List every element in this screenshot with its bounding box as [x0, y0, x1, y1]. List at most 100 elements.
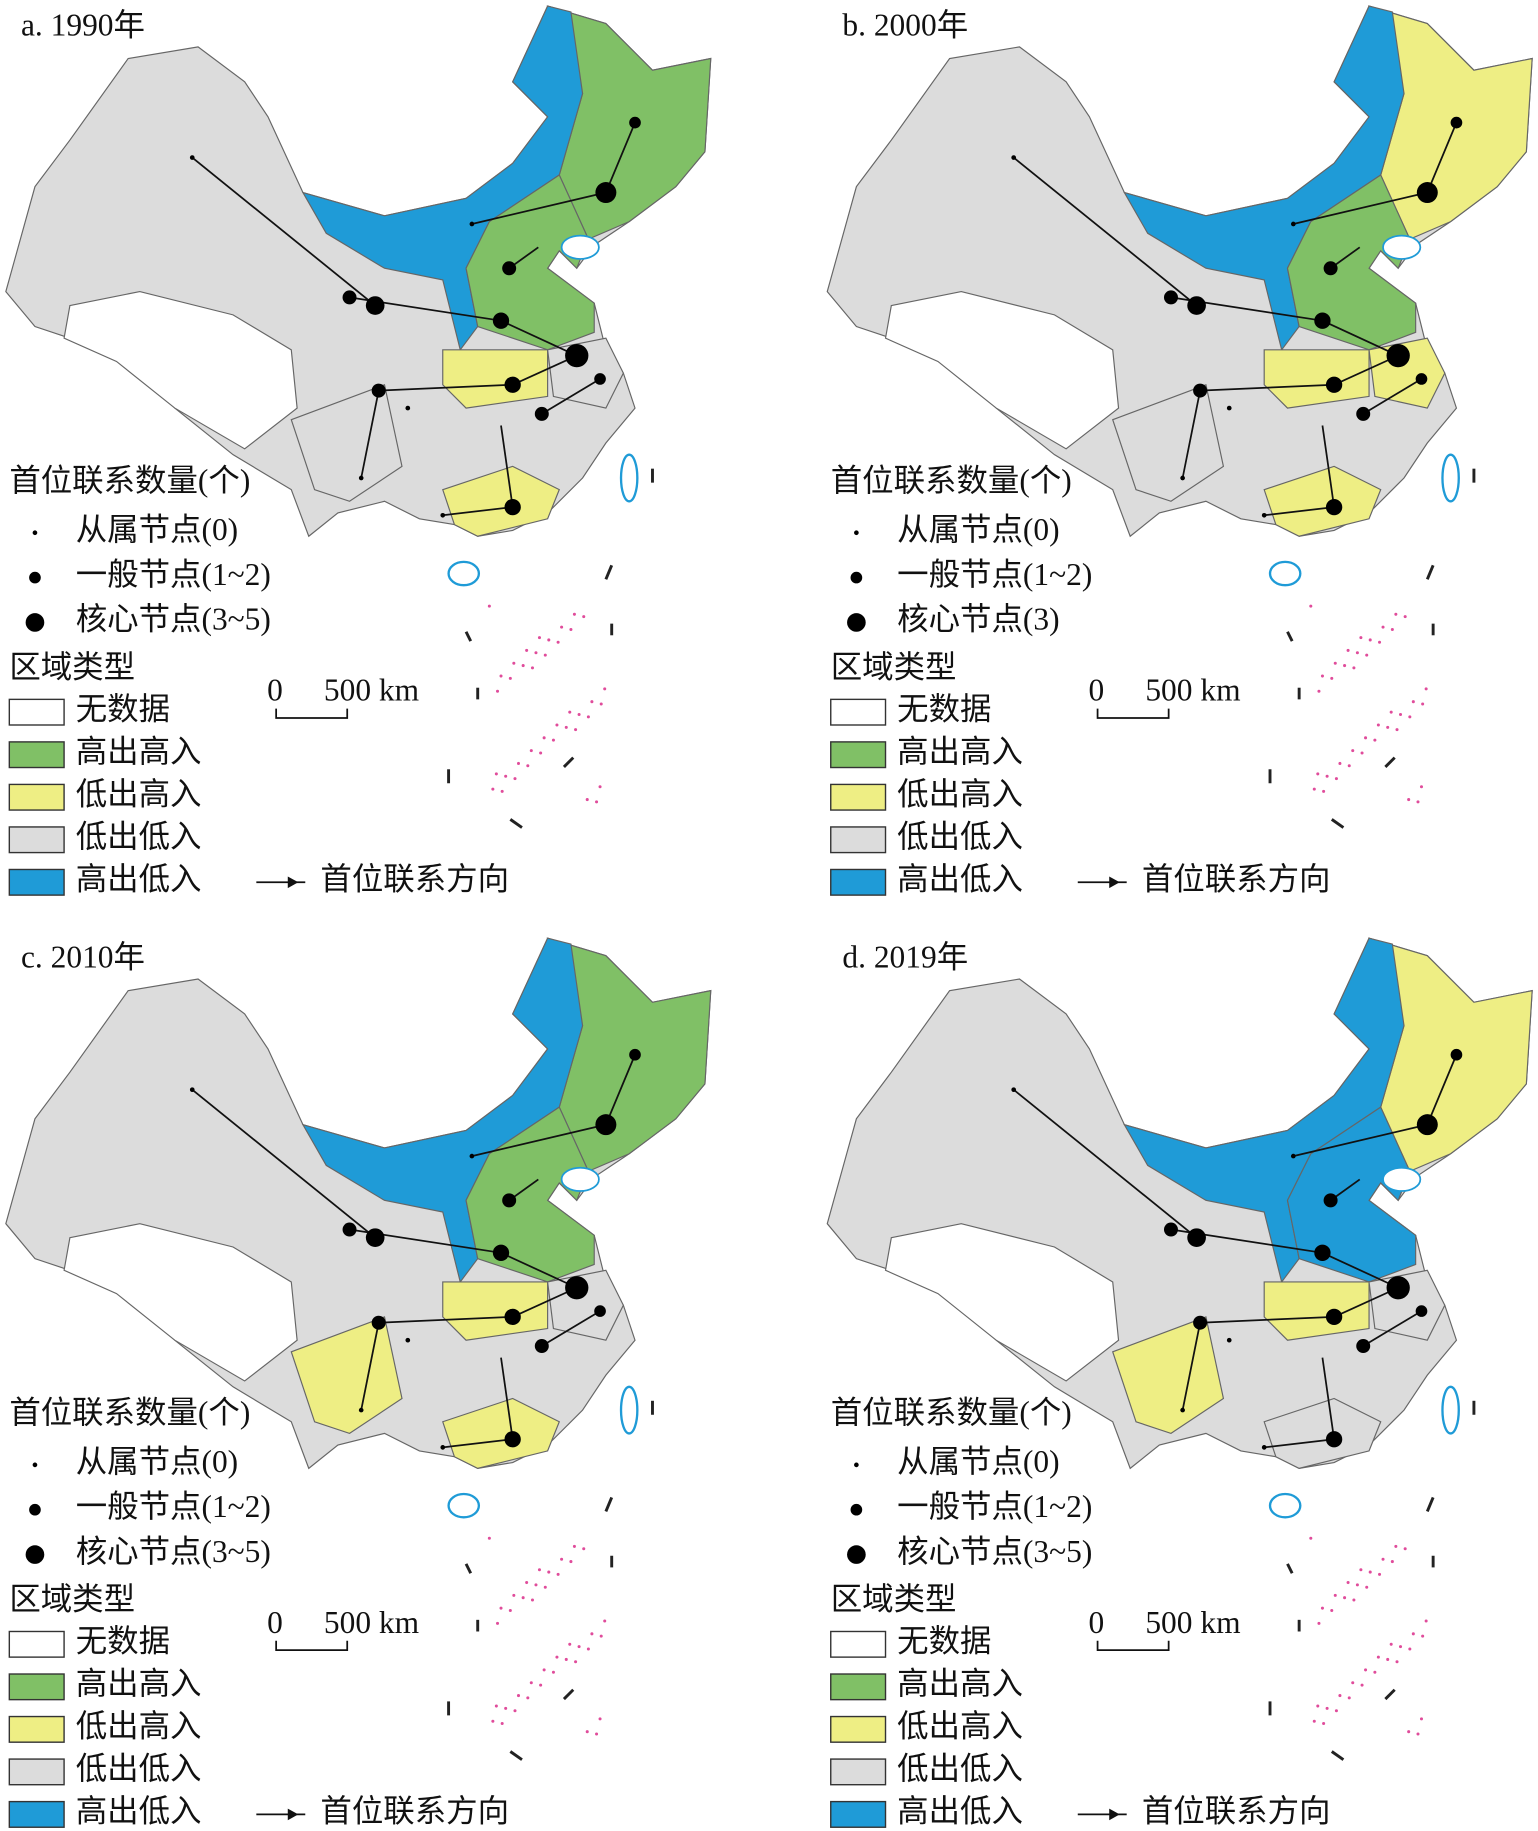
island	[1395, 1660, 1399, 1664]
island	[1365, 1585, 1369, 1589]
sea-boundary	[1286, 1563, 1294, 1574]
island	[1398, 1645, 1403, 1649]
island	[1403, 1547, 1407, 1551]
node	[1314, 312, 1331, 329]
link	[605, 1054, 636, 1125]
legend-swatch	[830, 826, 887, 854]
island	[569, 1560, 573, 1564]
legend-region-label: 低出低入	[76, 1751, 202, 1786]
legend-node-label: 从属节点(0)	[76, 1444, 238, 1479]
region	[1263, 1397, 1382, 1469]
island	[1389, 1642, 1393, 1646]
legend-swatch	[8, 826, 65, 854]
node	[1325, 498, 1343, 516]
region	[884, 290, 1120, 450]
island	[1376, 1655, 1380, 1659]
node	[1193, 383, 1208, 398]
island	[496, 1621, 500, 1625]
island	[574, 1660, 578, 1664]
link	[442, 1438, 513, 1449]
island	[1390, 1560, 1394, 1564]
island	[508, 676, 512, 680]
link	[500, 1357, 514, 1440]
region	[442, 1281, 549, 1341]
legend-node-symbol	[32, 1462, 38, 1468]
island	[599, 1634, 603, 1638]
taiwan	[1441, 1385, 1460, 1435]
node	[1180, 475, 1185, 481]
island	[1407, 798, 1411, 802]
node	[504, 498, 521, 516]
island	[1394, 1544, 1398, 1548]
node	[1415, 373, 1428, 385]
island	[1390, 627, 1394, 631]
arrow-label: 首位联系方向	[320, 1794, 509, 1829]
node	[1187, 1228, 1206, 1247]
legend-region-label: 无数据	[76, 691, 170, 726]
island	[1360, 1683, 1364, 1687]
node	[1323, 1193, 1338, 1208]
legend-region-label: 低出高入	[76, 776, 202, 811]
link	[541, 378, 601, 415]
arrow-head	[1109, 876, 1120, 889]
link	[1321, 1357, 1335, 1440]
island	[539, 751, 543, 755]
node	[1386, 1276, 1410, 1300]
node	[1314, 1244, 1331, 1261]
link	[1362, 1310, 1422, 1347]
legend-swatch	[830, 1630, 887, 1658]
legend-swatch	[8, 1800, 65, 1828]
island	[1398, 712, 1403, 717]
island	[1373, 1670, 1377, 1674]
link	[1293, 191, 1428, 225]
legend-swatch	[8, 868, 65, 896]
taiwan	[619, 1385, 639, 1435]
node	[1356, 406, 1371, 421]
island	[1364, 1668, 1368, 1672]
scale-start: 0	[267, 673, 283, 708]
node	[469, 221, 475, 227]
node	[1415, 1305, 1428, 1317]
link	[360, 390, 380, 479]
island	[1365, 653, 1369, 657]
region	[301, 937, 584, 1284]
region-legend-title: 区域类型	[9, 649, 135, 684]
sea-boundary	[1425, 564, 1435, 580]
island	[1352, 1598, 1356, 1602]
node	[1356, 1339, 1371, 1354]
island	[534, 1583, 538, 1587]
node	[1187, 296, 1206, 315]
link	[191, 156, 376, 307]
island	[513, 1709, 517, 1713]
island	[1381, 1557, 1385, 1561]
island	[1322, 789, 1326, 793]
island	[556, 640, 560, 644]
legend-swatch	[8, 1673, 65, 1701]
island	[1359, 636, 1363, 640]
island	[555, 723, 559, 727]
link	[1322, 319, 1399, 357]
island	[1330, 676, 1334, 680]
legend-node-symbol	[847, 1545, 866, 1564]
link	[1362, 378, 1422, 415]
island	[1320, 1606, 1324, 1610]
link	[1321, 425, 1335, 508]
legend-region-label: 低出低入	[76, 819, 202, 854]
legend-node-label: 核心节点(3~5)	[76, 602, 271, 637]
region	[884, 1223, 1120, 1382]
link	[1181, 390, 1201, 479]
region	[1263, 465, 1382, 537]
island	[599, 702, 603, 706]
island	[1346, 648, 1350, 652]
node	[440, 512, 446, 518]
node	[534, 1339, 549, 1354]
arrow-head	[287, 1808, 299, 1821]
island	[586, 715, 590, 719]
island	[500, 1722, 504, 1726]
island	[500, 789, 504, 793]
arrow-head	[1109, 1808, 1120, 1821]
island	[595, 1732, 599, 1736]
node	[1323, 261, 1338, 276]
island	[1416, 800, 1420, 804]
